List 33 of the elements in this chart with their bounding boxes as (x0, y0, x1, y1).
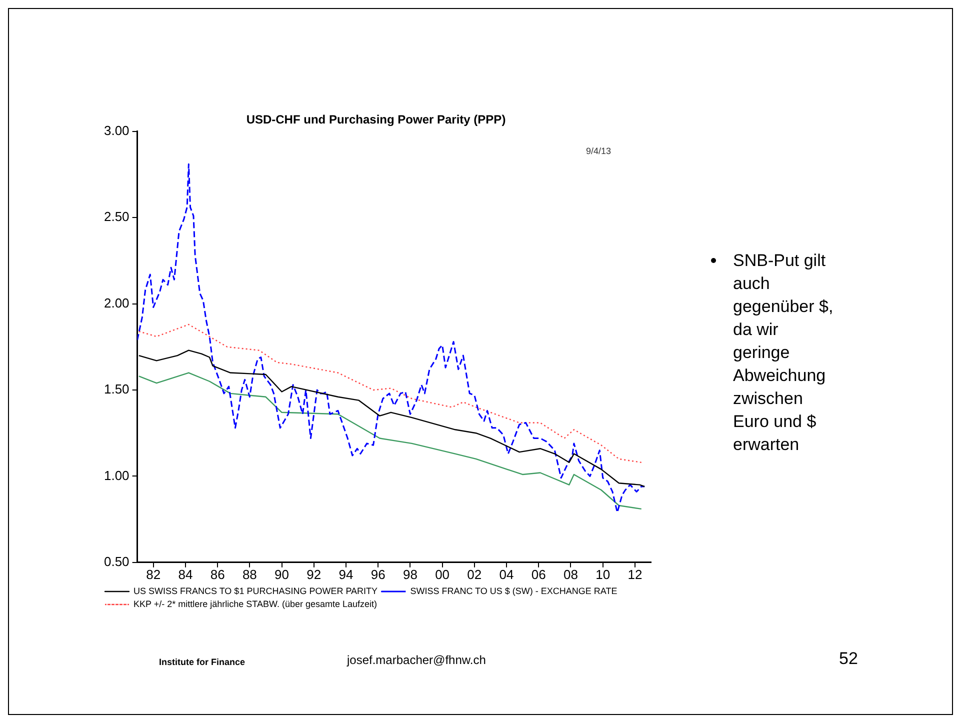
text: 52 (839, 649, 858, 669)
x-tick-label: 88 (242, 566, 257, 582)
legend-label: SWISS FRANC TO US $ (SW) - EXCHANGE RATE (410, 586, 618, 596)
legend-label: KKP +/- 2* mittlere jährliche STABW. (über gesamte Laufzeit) (134, 598, 378, 609)
x-tick-label: 98 (402, 566, 418, 582)
x-tick-label: 90 (274, 566, 290, 582)
y-tick-label: 1.00 (104, 468, 130, 483)
x-tick-label: 08 (564, 566, 578, 582)
line-series (138, 324, 642, 464)
x-tick-label: 86 (210, 566, 225, 582)
x-tick-label: 92 (306, 566, 322, 582)
x-tick-label: 02 (467, 566, 482, 582)
annotation: 9/4/13 (586, 146, 611, 156)
x-tick-label: 04 (499, 566, 514, 582)
x-tick-label: 94 (338, 566, 354, 582)
x-tick-label: 96 (370, 566, 386, 582)
text: josef.marbacher@fhnw.ch (347, 653, 486, 667)
x-tick-label: 82 (146, 566, 161, 582)
chart-title: USD-CHF und Purchasing Power Parity (PPP) (246, 112, 506, 127)
y-tick-label: 2.50 (104, 209, 130, 224)
x-tick-label: 12 (628, 566, 642, 582)
y-tick-label: 1.50 (104, 382, 130, 397)
text: Institute for Finance (159, 657, 246, 667)
line-series (137, 163, 646, 514)
y-tick-label: 2.00 (104, 295, 130, 310)
legend-label: US SWISS FRANCS TO $1 PURCHASING POWER PARITY (134, 586, 378, 596)
text: SNB-Put gilt auch gegenüber $, da wir geringe Abweichung zwischen Euro und $ erwarten (733, 251, 834, 454)
x-tick-label: 06 (531, 566, 546, 582)
x-tick-label: 10 (596, 566, 610, 582)
x-tick-label: 00 (435, 566, 450, 582)
x-tick-label: 84 (178, 566, 193, 582)
y-tick-label: 3.00 (104, 122, 130, 138)
y-tick-label: 0.50 (104, 554, 130, 569)
